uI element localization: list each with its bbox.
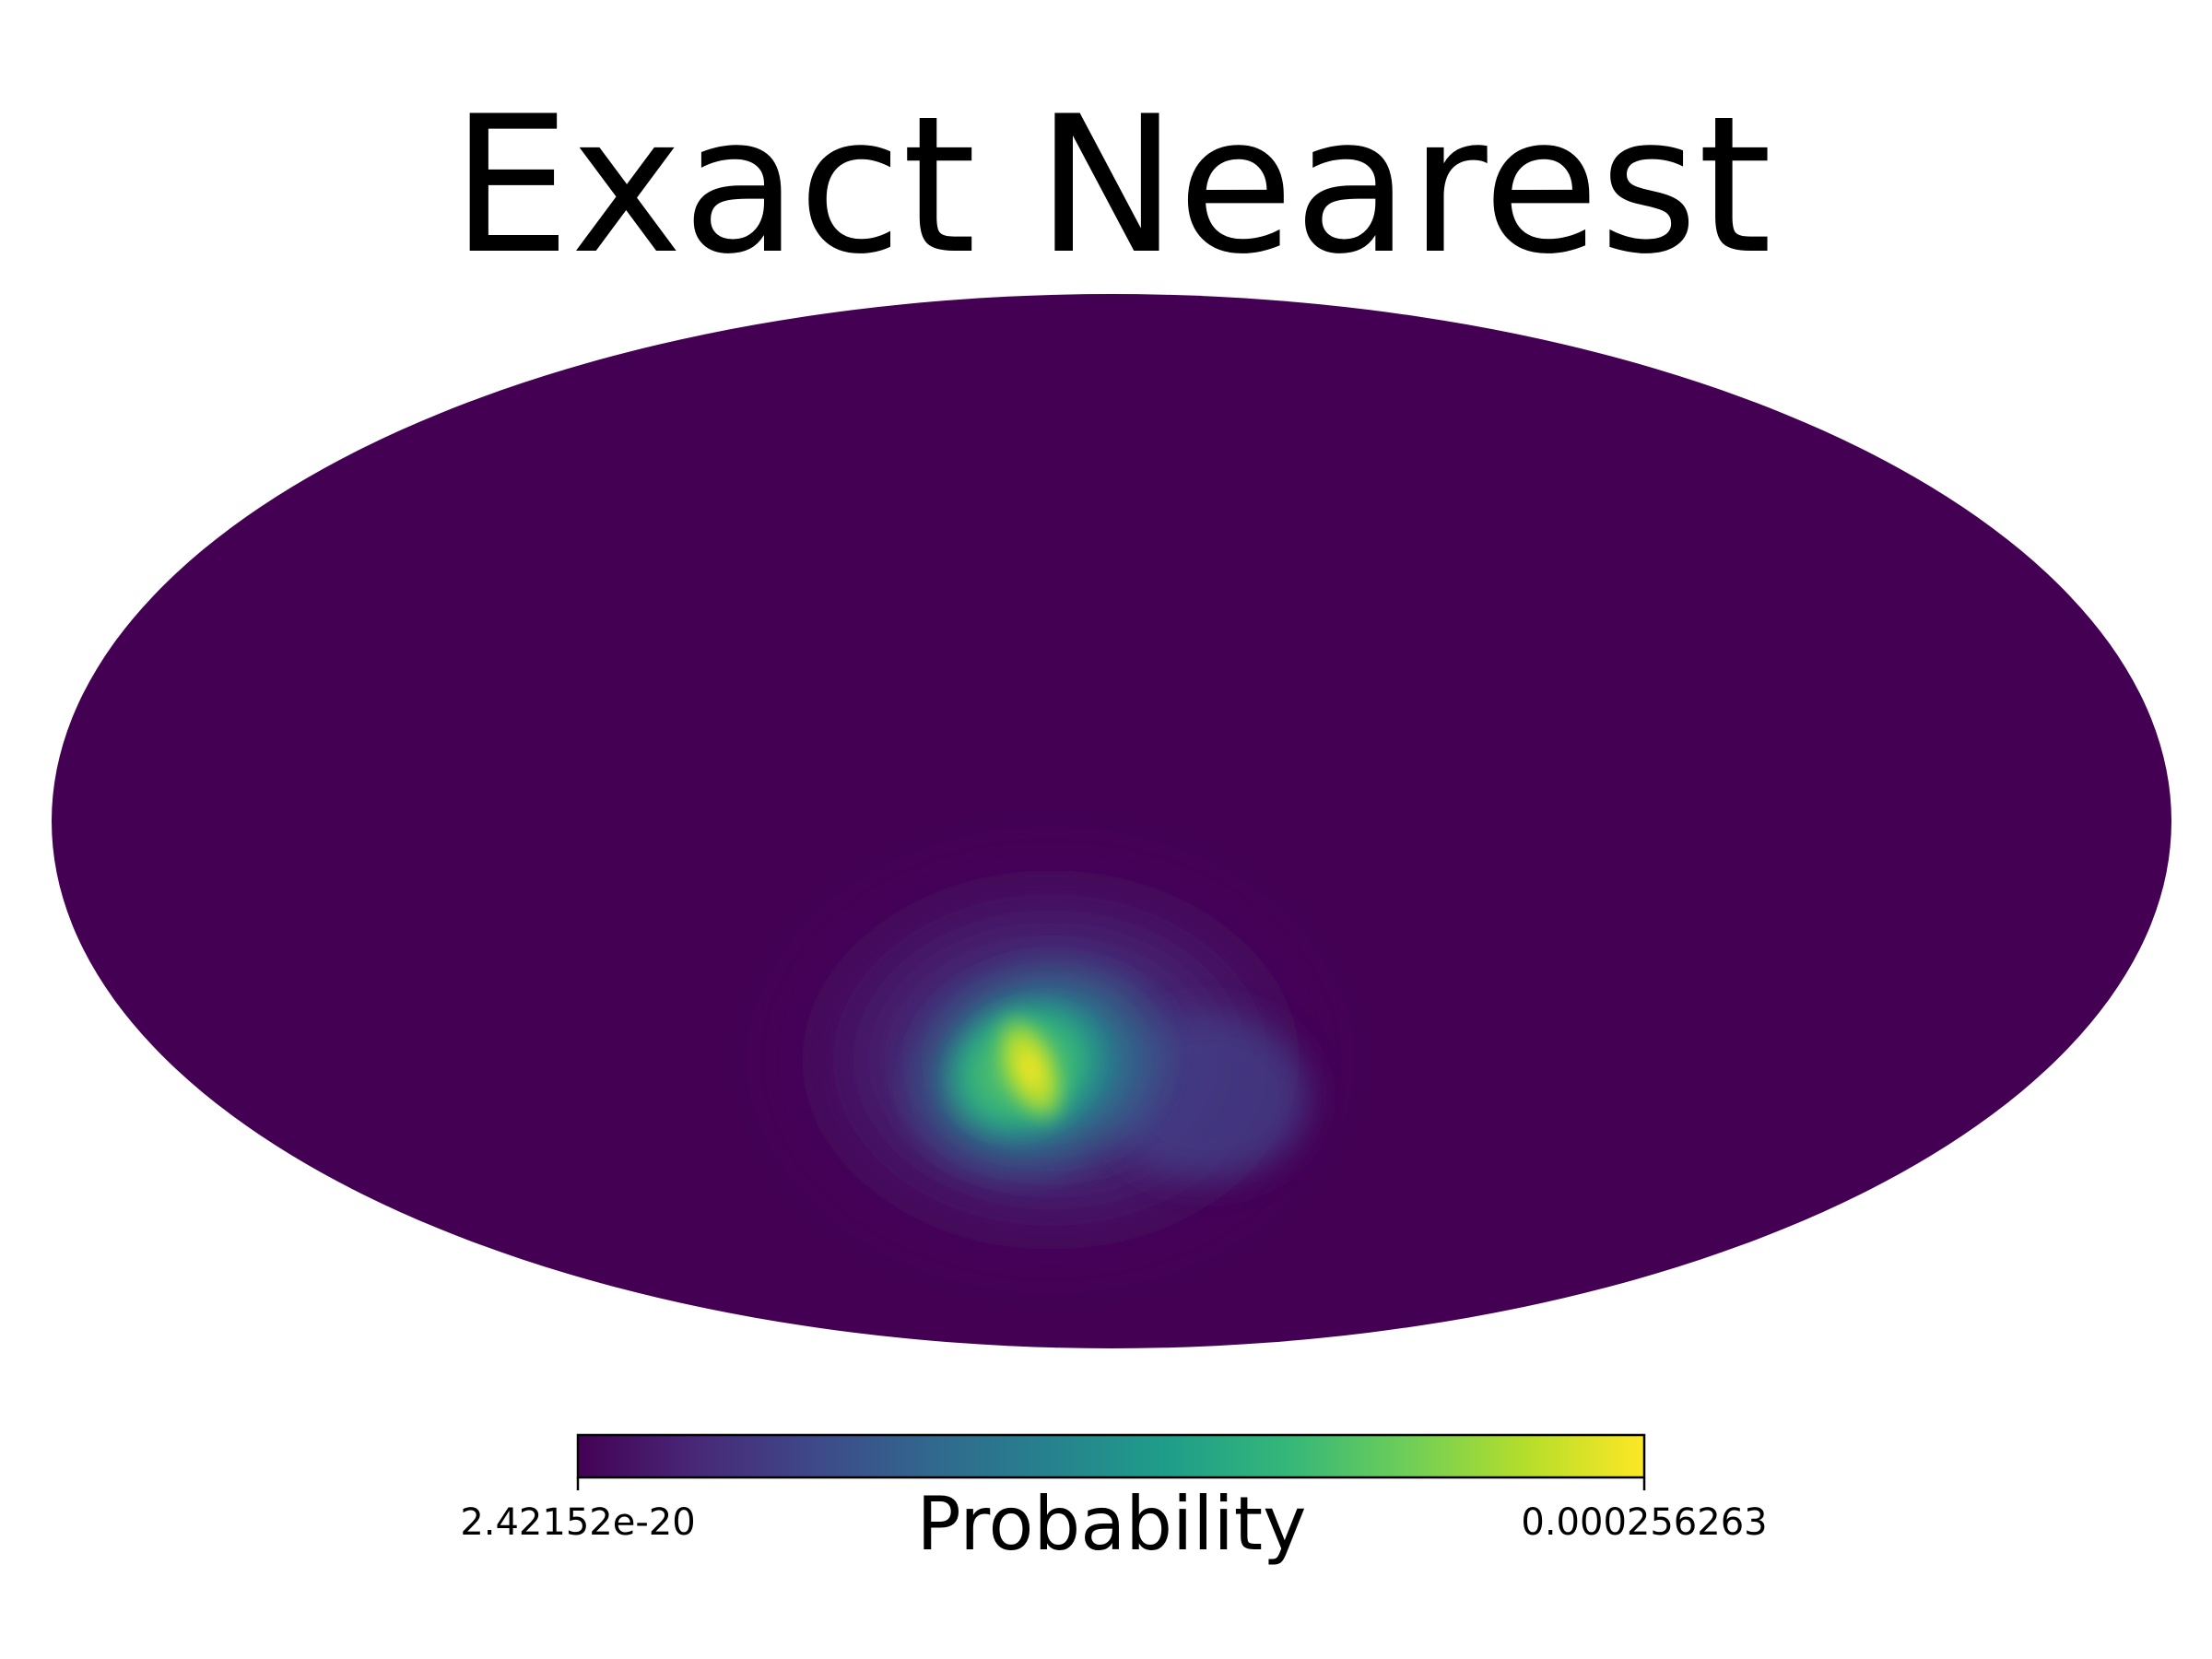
colorbar-gradient: [576, 1433, 1646, 1479]
hotspot-core: [992, 1009, 1069, 1129]
mollweide-map-background: [52, 294, 2171, 1348]
colorbar: 2.42152e-20 0.000256263 Probability: [460, 1433, 1768, 1567]
colorbar-max-label: 0.000256263: [1521, 1501, 1767, 1544]
probability-hotspot: [747, 830, 1355, 1290]
chart-title: Exact Nearest: [452, 76, 1772, 296]
colorbar-min-label: 2.42152e-20: [460, 1501, 695, 1544]
sky-map: [52, 294, 2171, 1348]
colorbar-label: Probability: [917, 1481, 1307, 1567]
